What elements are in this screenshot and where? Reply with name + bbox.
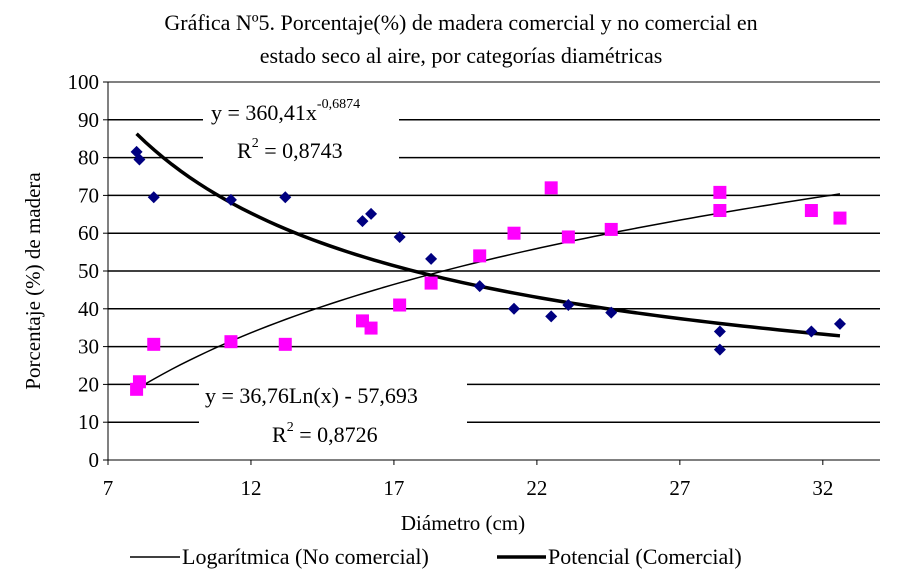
point-comercial <box>508 302 521 315</box>
point-no_comercial <box>561 230 575 244</box>
point-comercial <box>356 215 369 228</box>
x-tick-label: 27 <box>669 476 690 500</box>
point-no_comercial <box>833 211 847 225</box>
trendline-power <box>135 132 841 338</box>
trendline-log <box>136 193 841 390</box>
point-no_comercial <box>132 375 146 389</box>
power-equation: y = 360,41x-0,6874 <box>211 97 360 125</box>
y-axis-title: Porcentaje (%) de madera <box>21 172 45 390</box>
legend: Logarítmica (No comercial) Potencial (Co… <box>130 544 742 569</box>
x-tick-label: 32 <box>812 476 833 500</box>
point-no_comercial <box>804 204 818 218</box>
y-tick-label: 20 <box>78 372 99 396</box>
point-comercial <box>833 317 846 330</box>
chart-title-line-1: Gráfica Nº5. Porcentaje(%) de madera com… <box>164 10 757 35</box>
point-comercial <box>605 306 618 319</box>
point-comercial <box>425 252 438 265</box>
log-equation: y = 36,76Ln(x) - 57,693 <box>205 383 418 408</box>
x-axis-ticks: 7 12 17 22 27 32 <box>103 460 833 500</box>
point-comercial <box>473 280 486 293</box>
point-no_comercial <box>147 337 161 351</box>
log-r2: R2 = 0,8726 <box>272 420 378 447</box>
power-equation-background <box>203 88 399 180</box>
point-comercial <box>805 325 818 338</box>
log-equation-label: y = 36,76Ln(x) - 57,693 R2 = 0,8726 <box>199 374 467 452</box>
point-no_comercial <box>393 298 407 312</box>
x-tick-label: 22 <box>526 476 547 500</box>
y-tick-label: 30 <box>78 335 99 359</box>
y-tick-label: 60 <box>78 221 99 245</box>
power-r2: R2 = 0,8743 <box>237 136 343 163</box>
point-comercial <box>224 193 237 206</box>
point-no_comercial <box>713 185 727 199</box>
point-comercial <box>713 325 726 338</box>
point-comercial <box>562 299 575 312</box>
point-comercial <box>393 230 406 243</box>
y-tick-label: 70 <box>78 183 99 207</box>
point-no_comercial <box>278 337 292 351</box>
point-no_comercial <box>364 321 378 335</box>
x-tick-label: 12 <box>240 476 261 500</box>
y-tick-label: 40 <box>78 297 99 321</box>
point-comercial <box>365 207 378 220</box>
x-tick-label: 7 <box>103 476 114 500</box>
legend-log-label: Logarítmica (No comercial) <box>182 544 429 569</box>
y-tick-label: 10 <box>78 410 99 434</box>
point-no_comercial <box>424 276 438 290</box>
point-no_comercial <box>544 181 558 195</box>
point-no_comercial <box>507 226 521 240</box>
point-no_comercial <box>473 249 487 263</box>
y-tick-label: 90 <box>78 108 99 132</box>
point-no_comercial <box>604 222 618 236</box>
y-axis-ticks: 0 10 20 30 40 50 60 70 80 90 100 <box>68 70 108 472</box>
y-tick-label: 50 <box>78 259 99 283</box>
chart-title-line-2: estado seco al aire, por categorías diam… <box>260 43 663 68</box>
point-comercial <box>713 343 726 356</box>
point-comercial <box>545 310 558 323</box>
point-comercial <box>147 191 160 204</box>
point-comercial <box>133 153 146 166</box>
data-points <box>130 145 847 396</box>
power-equation-label: y = 360,41x-0,6874 R2 = 0,8743 <box>203 88 399 180</box>
point-no_comercial <box>224 335 238 349</box>
point-no_comercial <box>713 204 727 218</box>
point-comercial <box>279 191 292 204</box>
legend-power-label: Potencial (Comercial) <box>548 544 742 569</box>
x-axis-title: Diámetro (cm) <box>401 511 525 535</box>
y-tick-label: 0 <box>89 448 100 472</box>
y-tick-label: 100 <box>68 70 100 94</box>
log-equation-background <box>199 374 467 452</box>
x-tick-label: 17 <box>383 476 404 500</box>
y-tick-label: 80 <box>78 146 99 170</box>
